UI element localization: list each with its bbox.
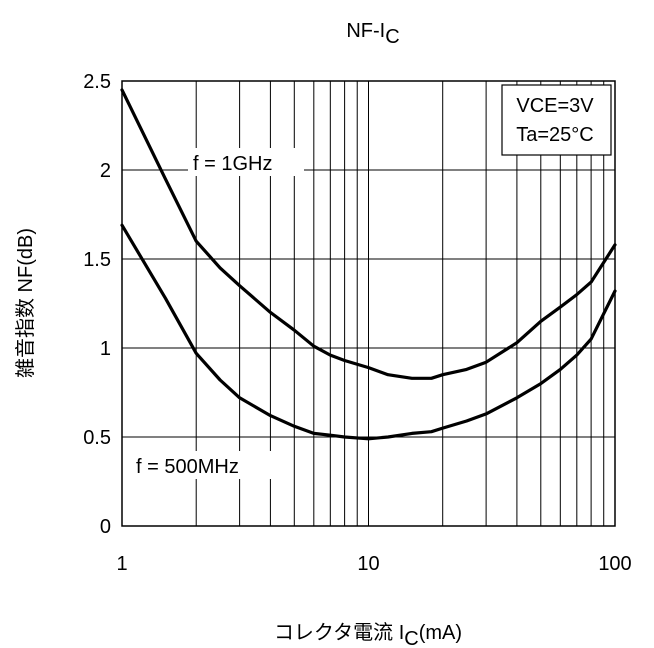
- y-tick-labels: 0 0.5 1 1.5 2 2.5: [83, 71, 111, 538]
- x-tick-label: 10: [357, 553, 379, 575]
- y-tick-label: 0: [100, 516, 111, 538]
- curves: [120, 88, 617, 441]
- x-tick-label: 100: [598, 553, 631, 575]
- series-line-1: [120, 223, 617, 441]
- series-label-500mhz-bg: [132, 451, 282, 479]
- series-label-1ghz-bg: [188, 148, 304, 176]
- x-tick-labels: 1 10 100: [116, 553, 631, 575]
- condition-vce: VCE=3V: [516, 95, 594, 117]
- y-tick-label: 2: [100, 160, 111, 182]
- x-axis-label-suffix: (mA): [419, 622, 462, 644]
- y-tick-label: 0.5: [83, 427, 111, 449]
- series-label-500mhz: f = 500MHz: [136, 456, 239, 478]
- condition-ta: Ta=25°C: [516, 124, 594, 146]
- x-axis-label: コレクタ電流 IC(mA): [274, 621, 462, 648]
- series-label-1ghz: f = 1GHz: [193, 153, 272, 175]
- conditions-box: [501, 84, 612, 156]
- chart-title-main: NF-I: [346, 20, 385, 42]
- y-tick-label: 1: [100, 338, 111, 360]
- series-line-0: [120, 88, 617, 380]
- plot-frame: [121, 80, 616, 527]
- x-tick-label: 1: [116, 553, 127, 575]
- chart-title: NF-IC: [346, 20, 399, 48]
- chart-title-subscript: C: [385, 26, 399, 48]
- y-tick-label: 2.5: [83, 71, 111, 93]
- y-axis-label: 雑音指数 NF(dB): [14, 228, 37, 378]
- x-axis-label-subscript: C: [404, 628, 418, 648]
- y-tick-label: 1.5: [83, 249, 111, 271]
- x-axis-label-main: コレクタ電流 I: [274, 621, 404, 644]
